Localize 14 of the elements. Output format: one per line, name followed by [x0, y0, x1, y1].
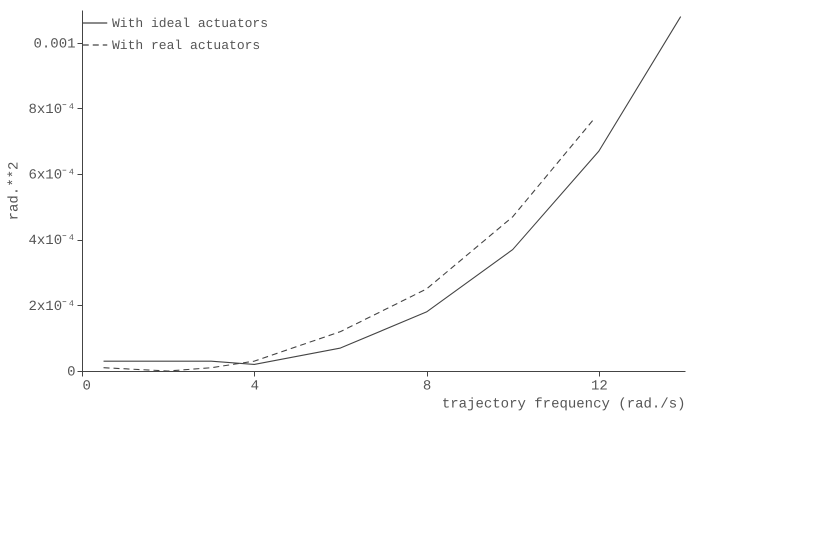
y-axis-title: rad.**2 — [6, 162, 22, 220]
x-tick-label: 12 — [590, 378, 608, 394]
x-tick-label: 8 — [422, 378, 432, 394]
x-tick-label: 4 — [250, 378, 259, 394]
y-tick-label: 0 — [67, 364, 76, 380]
legend-label: With ideal actuators — [112, 16, 268, 31]
x-axis-title: trajectory frequency (rad./s) — [442, 396, 686, 412]
y-tick-label: 4x10⁻⁴ — [28, 233, 76, 250]
legend-label: With real actuators — [112, 38, 260, 53]
y-tick-label: 6x10⁻⁴ — [28, 168, 76, 184]
y-tick-label: 8x10⁻⁴ — [28, 102, 76, 118]
y-tick-label: 0.001 — [33, 36, 76, 52]
x-tick-label: 0 — [82, 378, 91, 394]
y-tick-label: 2x10⁻⁴ — [28, 298, 76, 315]
